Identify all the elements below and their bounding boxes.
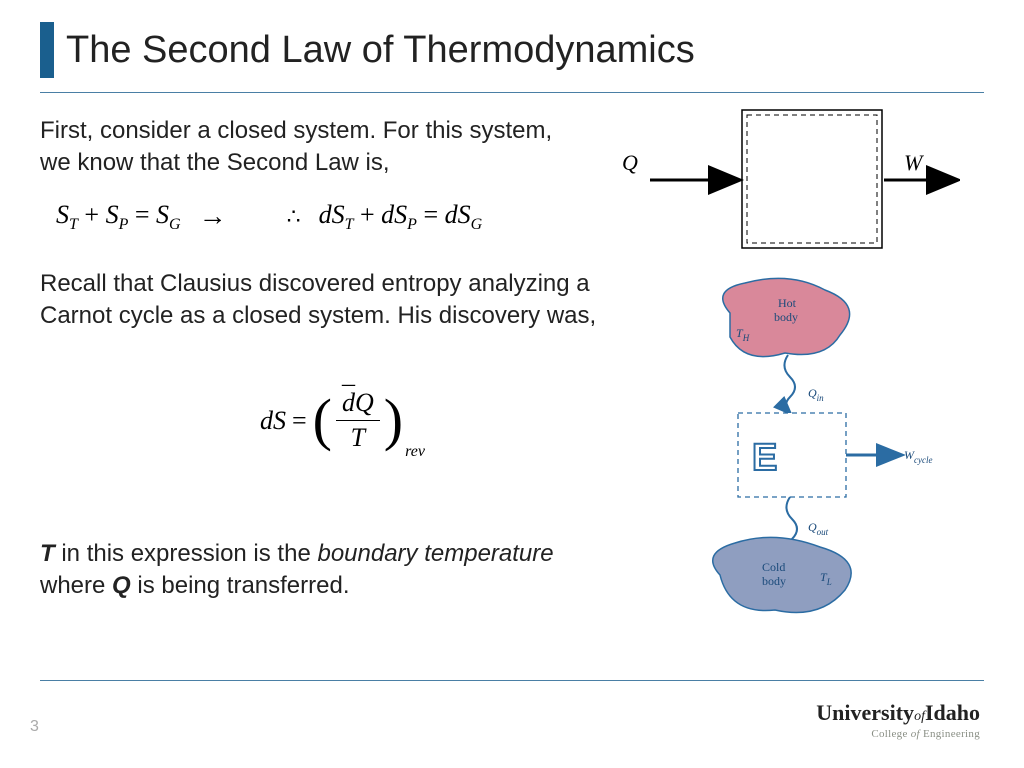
label-Qout: Qout [808,520,829,537]
paragraph-2: Recall that Clausius discovered entropy … [40,268,620,333]
bottom-rule [40,680,984,681]
eq2-fraction: ¯dQ T [336,388,380,453]
carnot-diagram: Hot body TH Qin E Wcycle Qout Cold body … [690,275,990,625]
svg-text:body: body [774,310,798,324]
eq2-equals: = [292,406,307,436]
logo-of2: of [911,728,920,740]
slide-title: The Second Law of Thermodynamics [66,29,695,72]
closed-system-diagram: Q W [640,102,960,252]
logo-univ: University [816,700,914,725]
eq2-lparen: ( [313,394,332,446]
svg-text:body: body [762,574,786,588]
top-rule [40,92,984,93]
logo-eng: Engineering [923,728,980,740]
logo-of: of [914,709,925,724]
hot-body-label: Hot [778,296,797,310]
logo-college: College [871,728,907,740]
eq1-therefore: ∴ [287,204,301,230]
eq2-numerator: ¯dQ [336,388,380,421]
label-Wcycle: Wcycle [904,448,932,465]
university-logo: UniversityofIdaho College of Engineering [816,700,980,740]
cold-body-label: Cold [762,560,785,574]
eq2-subscript: rev [405,443,425,461]
paragraph-1: First, consider a closed system. For thi… [40,115,580,180]
logo-idaho: Idaho [925,700,980,725]
paragraph-3: T in this expression is the boundary tem… [40,538,620,603]
eq2-lhs: dS [260,406,286,436]
eq1-lhs: ST + SP = SG [56,200,181,234]
qin-arrow [784,355,795,413]
engine-label-E: E [752,437,777,479]
equation-2: dS = ( ¯dQ T ) rev [260,388,425,453]
eq1-implies: → [199,201,227,233]
title-accent [40,22,54,78]
eq2-rparen: ) [384,394,403,446]
eq2-denominator: T [351,421,365,453]
label-Q: Q [622,150,638,176]
title-bar: The Second Law of Thermodynamics [40,22,695,78]
label-W: W [904,150,922,176]
equation-1: ST + SP = SG → ∴ dST + dSP = dSG [56,200,482,234]
page-number: 3 [30,718,39,736]
label-Qin: Qin [808,386,824,403]
eq1-rhs: dST + dSP = dSG [319,200,483,234]
